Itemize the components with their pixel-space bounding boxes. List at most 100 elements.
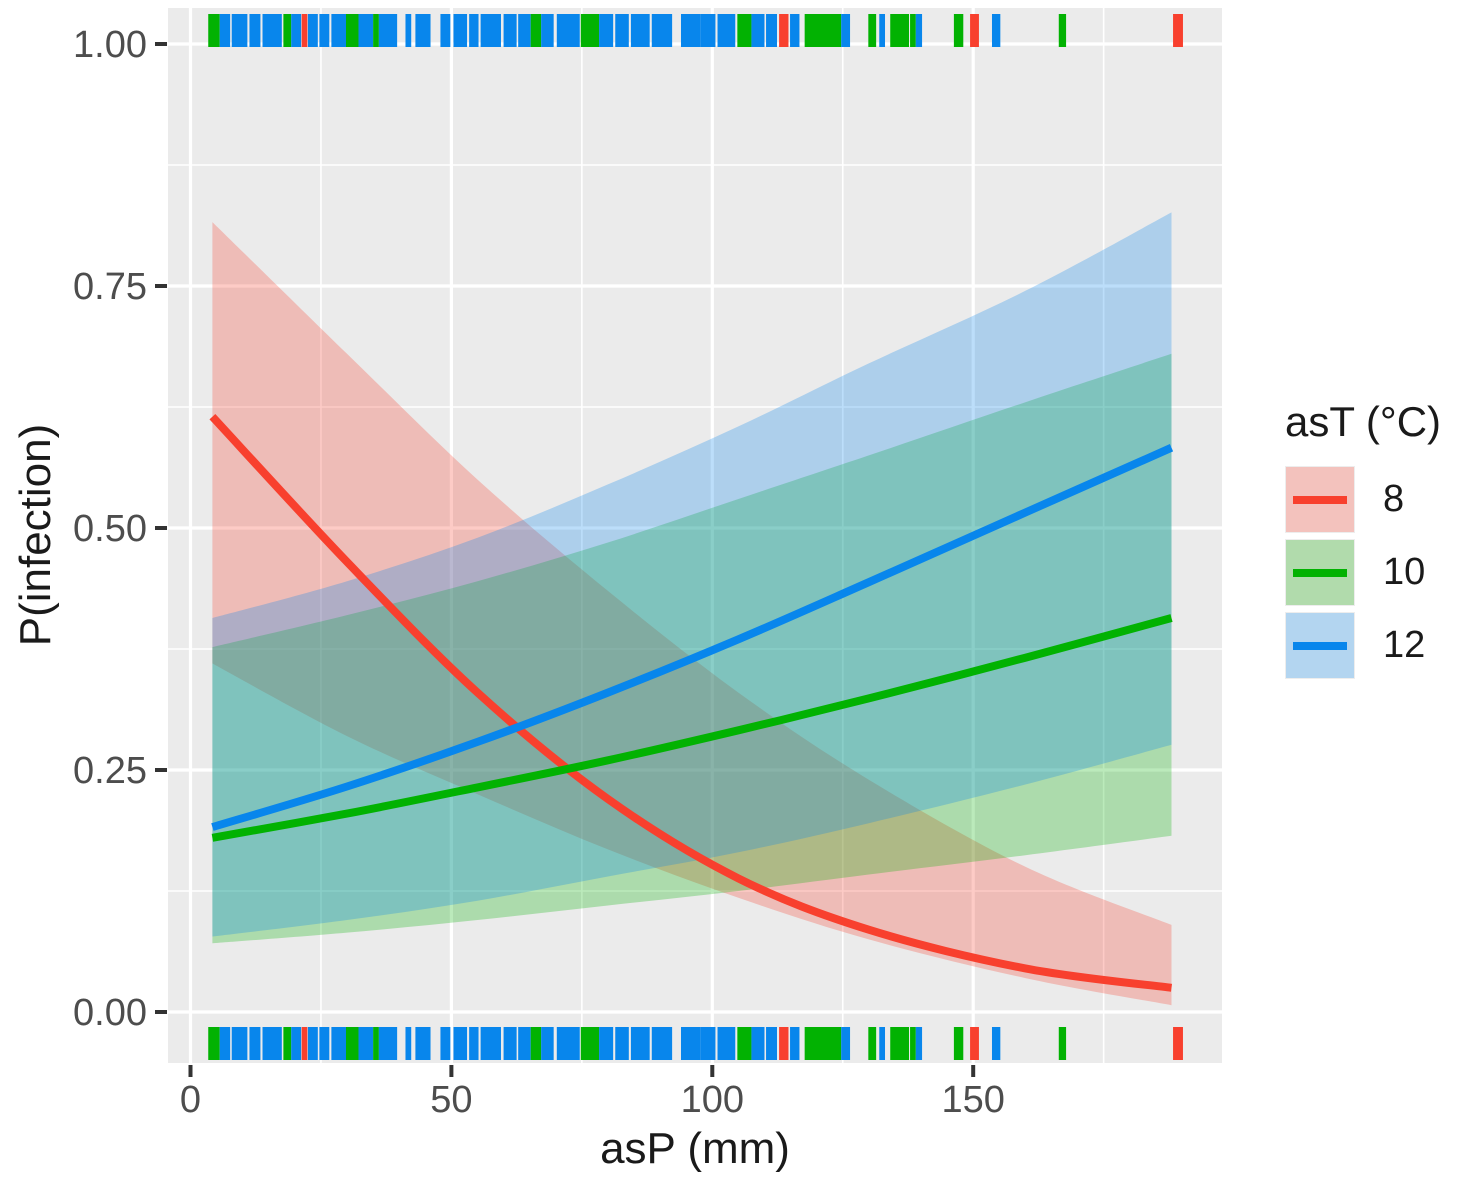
- rug-mark-top-10: [345, 14, 359, 47]
- rug-mark-top-10: [208, 14, 220, 47]
- rug-mark-top-10: [868, 14, 877, 47]
- rug-mark-top-10: [530, 14, 542, 47]
- rug-mark-bottom-12: [358, 1027, 374, 1060]
- rug-mark-top-8: [301, 14, 308, 47]
- rug-mark-bottom-12: [480, 1027, 501, 1060]
- rug-mark-top-12: [630, 14, 650, 47]
- gridlines: [168, 8, 1222, 1063]
- y-tick-label: 0.00: [73, 992, 147, 1034]
- rug-mark-top-12: [415, 14, 431, 47]
- rug-mark-bottom-12: [440, 1027, 451, 1060]
- rug-mark-bottom-12: [219, 1027, 231, 1060]
- legend-key-swatch-8: [1285, 466, 1355, 533]
- rug-mark-bottom-12: [766, 1027, 778, 1060]
- rug-marks: [208, 14, 1183, 1060]
- rug-mark-top-10: [910, 14, 916, 47]
- rug-mark-bottom-12: [262, 1027, 282, 1060]
- rug-mark-bottom-12: [453, 1027, 468, 1060]
- rug-mark-bottom-10: [890, 1027, 910, 1060]
- legend: asT (°C) 8 10 12: [1285, 398, 1441, 685]
- rug-mark-top-8: [779, 14, 789, 47]
- rug-mark-top-10: [1058, 14, 1067, 47]
- rug-mark-top-12: [766, 14, 778, 47]
- rug-mark-top-12: [453, 14, 468, 47]
- y-axis-title: P(infection): [11, 423, 60, 647]
- rug-mark-bottom-12: [469, 1027, 479, 1060]
- rug-mark-top-12: [879, 14, 886, 47]
- rug-mark-bottom-12: [879, 1027, 886, 1060]
- rug-mark-top-12: [700, 14, 716, 47]
- rug-mark-bottom-10: [373, 1027, 379, 1060]
- rug-mark-bottom-12: [415, 1027, 431, 1060]
- rug-mark-bottom-12: [518, 1027, 531, 1060]
- rug-mark-bottom-12: [915, 1027, 923, 1060]
- rug-mark-bottom-12: [790, 1027, 800, 1060]
- rug-mark-top-12: [378, 14, 398, 47]
- legend-key-line-12: [1293, 641, 1347, 650]
- rug-mark-top-12: [307, 14, 318, 47]
- rug-mark-top-12: [790, 14, 800, 47]
- rug-mark-top-12: [249, 14, 261, 47]
- rug-mark-bottom-12: [680, 1027, 701, 1060]
- rug-mark-top-12: [405, 14, 412, 47]
- rug-mark-bottom-10: [1058, 1027, 1067, 1060]
- rug-mark-bottom-12: [651, 1027, 673, 1060]
- legend-label-12: 12: [1383, 624, 1426, 666]
- rug-mark-bottom-10: [868, 1027, 877, 1060]
- rug-mark-top-12: [440, 14, 451, 47]
- rug-mark-bottom-12: [331, 1027, 346, 1060]
- rug-mark-top-12: [503, 14, 517, 47]
- legend-entry-10: 10: [1285, 539, 1441, 606]
- rug-mark-top-12: [751, 14, 765, 47]
- x-tick-label: 0: [180, 1079, 201, 1121]
- rug-mark-top-12: [651, 14, 673, 47]
- rug-mark-top-12: [518, 14, 531, 47]
- rug-mark-top-12: [717, 14, 736, 47]
- rug-mark-top-10: [283, 14, 292, 47]
- rug-mark-bottom-10: [530, 1027, 542, 1060]
- plot-panel: [168, 8, 1222, 1063]
- rug-mark-bottom-12: [599, 1027, 614, 1060]
- legend-key-swatch-12: [1285, 612, 1355, 679]
- legend-key-line-10: [1293, 568, 1347, 577]
- rug-mark-bottom-12: [378, 1027, 398, 1060]
- rug-mark-bottom-12: [319, 1027, 330, 1060]
- legend-label-8: 8: [1383, 478, 1405, 520]
- rug-mark-bottom-12: [615, 1027, 629, 1060]
- rug-mark-bottom-10: [208, 1027, 220, 1060]
- rug-mark-bottom-12: [307, 1027, 318, 1060]
- legend-entry-8: 8: [1285, 466, 1441, 533]
- y-tick-label: 0.75: [73, 266, 147, 308]
- rug-mark-top-10: [737, 14, 752, 47]
- rug-mark-bottom-12: [717, 1027, 736, 1060]
- rug-mark-top-10: [804, 14, 842, 47]
- rug-mark-bottom-12: [541, 1027, 554, 1060]
- rug-mark-bottom-10: [283, 1027, 292, 1060]
- rug-mark-bottom-12: [991, 1027, 1001, 1060]
- rug-mark-top-12: [262, 14, 282, 47]
- x-tick-label: 150: [941, 1079, 1004, 1121]
- rug-mark-top-12: [291, 14, 302, 47]
- rug-mark-bottom-12: [751, 1027, 765, 1060]
- ribbon-12: [212, 212, 1172, 937]
- y-tick-label: 0.25: [73, 750, 147, 792]
- rug-mark-top-8: [1173, 14, 1183, 47]
- rug-mark-bottom-8: [1173, 1027, 1183, 1060]
- axes: 0 50 100 150 0.00 0.25 0.50 0.75 1.00: [73, 24, 1005, 1121]
- legend-key-line-8: [1293, 495, 1347, 504]
- rug-mark-bottom-10: [580, 1027, 600, 1060]
- rug-mark-bottom-12: [700, 1027, 716, 1060]
- x-tick-label: 50: [430, 1079, 472, 1121]
- legend-key-swatch-10: [1285, 539, 1355, 606]
- rug-mark-bottom-12: [841, 1027, 851, 1060]
- rug-mark-top-12: [991, 14, 1001, 47]
- rug-mark-bottom-12: [249, 1027, 261, 1060]
- rug-mark-bottom-12: [291, 1027, 302, 1060]
- rug-mark-bottom-8: [779, 1027, 789, 1060]
- line-8: [209, 413, 1173, 992]
- y-tick-label: 0.50: [73, 508, 147, 550]
- rug-mark-top-10: [580, 14, 600, 47]
- rug-mark-top-12: [331, 14, 346, 47]
- rug-mark-bottom-12: [503, 1027, 517, 1060]
